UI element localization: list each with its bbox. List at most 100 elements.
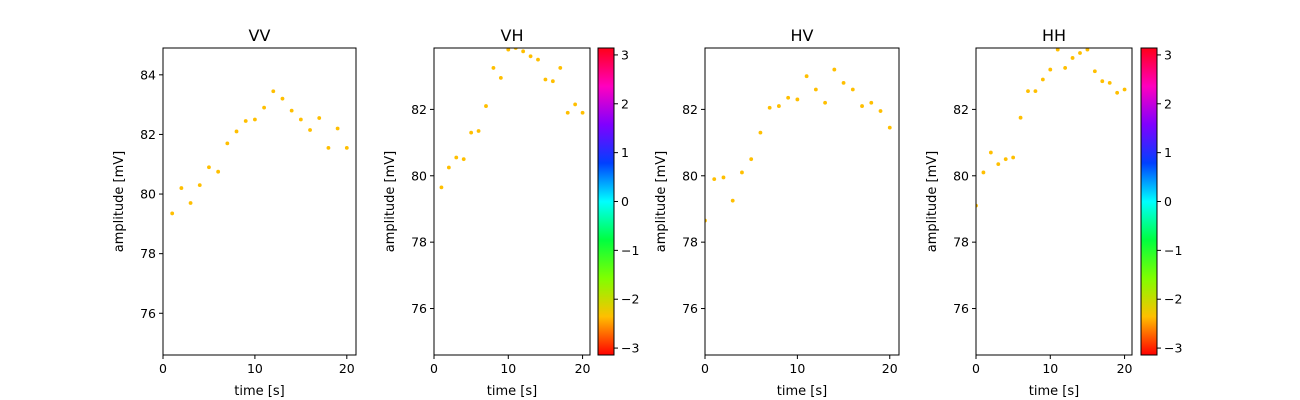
data-point xyxy=(981,170,986,175)
data-point xyxy=(521,49,526,54)
x-tick-label: 10 xyxy=(1042,361,1058,376)
colorbar-tick-label: 0 xyxy=(1164,194,1172,209)
data-point xyxy=(758,130,763,135)
data-point xyxy=(446,165,451,170)
data-point xyxy=(243,119,248,123)
data-point xyxy=(1107,80,1112,85)
x-tick-label: 10 xyxy=(500,361,516,376)
colorbar-tick-label: 1 xyxy=(621,145,629,160)
data-point xyxy=(1040,77,1045,82)
x-tick-label: 20 xyxy=(882,361,898,376)
y-axis-label: amplitude [mV] xyxy=(925,151,940,253)
data-point xyxy=(550,79,555,84)
data-point xyxy=(298,117,303,122)
data-point xyxy=(170,211,175,216)
data-point xyxy=(1011,155,1016,160)
x-tick-label: 20 xyxy=(339,361,355,376)
y-tick-label: 78 xyxy=(411,235,427,250)
data-point xyxy=(528,54,533,59)
data-point xyxy=(454,155,459,160)
data-point xyxy=(878,109,883,113)
colorbar-tick-label: −3 xyxy=(621,341,639,356)
data-point xyxy=(225,141,230,146)
y-tick-label: 76 xyxy=(953,301,969,316)
data-point xyxy=(841,80,846,85)
colorbar xyxy=(1140,47,1158,356)
chart-title: VV xyxy=(249,26,271,45)
colorbar-tick-label: −3 xyxy=(1164,341,1182,356)
data-point xyxy=(344,145,349,150)
data-point xyxy=(1115,90,1120,95)
colorbar xyxy=(597,47,615,356)
data-point xyxy=(1003,157,1008,162)
x-tick-label: 10 xyxy=(247,361,263,376)
data-point xyxy=(280,96,285,101)
data-point xyxy=(498,75,503,80)
data-point xyxy=(491,66,496,70)
y-tick-label: 76 xyxy=(140,306,156,321)
data-point xyxy=(740,170,744,175)
data-point xyxy=(573,102,578,107)
y-tick-label: 78 xyxy=(953,235,969,250)
x-axis-label: time [s] xyxy=(487,384,537,399)
y-tick-label: 80 xyxy=(682,168,698,183)
data-point xyxy=(795,97,800,102)
data-point xyxy=(1070,56,1075,60)
x-axis-label: time [s] xyxy=(234,384,284,399)
y-tick-label: 82 xyxy=(953,102,969,117)
data-point xyxy=(484,104,488,108)
data-point xyxy=(832,67,837,72)
data-point xyxy=(996,162,1001,167)
x-tick-label: 0 xyxy=(701,361,709,376)
data-point xyxy=(536,57,540,62)
x-tick-label: 0 xyxy=(159,361,167,376)
colorbar-tick-label: 1 xyxy=(1164,145,1172,160)
y-axis-label: amplitude [mV] xyxy=(112,151,127,253)
data-point xyxy=(786,95,791,100)
data-point xyxy=(580,110,585,115)
data-point xyxy=(988,150,993,155)
data-point xyxy=(1026,89,1030,94)
data-point xyxy=(179,186,184,190)
data-point xyxy=(1092,69,1097,74)
colorbar-tick-label: 0 xyxy=(621,194,629,209)
data-point xyxy=(850,87,855,92)
data-point xyxy=(558,66,563,70)
data-point xyxy=(887,125,892,130)
data-point xyxy=(730,198,735,203)
y-tick-label: 82 xyxy=(140,127,156,142)
data-point xyxy=(234,129,239,134)
data-point xyxy=(326,145,331,150)
data-point xyxy=(1033,89,1038,94)
chart-title: HV xyxy=(791,26,814,45)
data-point xyxy=(271,89,276,94)
data-point xyxy=(262,105,266,110)
data-point xyxy=(439,185,444,190)
data-point xyxy=(308,128,312,132)
chart-title: VH xyxy=(501,26,524,45)
data-point xyxy=(813,87,818,92)
y-tick-label: 80 xyxy=(140,187,156,202)
plot-frame xyxy=(704,47,900,356)
x-tick-label: 0 xyxy=(430,361,438,376)
plot-frame xyxy=(162,47,357,356)
data-point xyxy=(860,104,864,108)
data-point xyxy=(476,129,481,133)
data-point xyxy=(506,48,511,52)
data-point xyxy=(543,77,548,82)
data-point xyxy=(1078,51,1082,55)
data-point xyxy=(207,165,211,170)
data-point xyxy=(216,169,221,174)
plot-frame xyxy=(975,47,1133,356)
y-tick-label: 82 xyxy=(682,102,698,117)
y-tick-label: 84 xyxy=(140,67,156,82)
data-point xyxy=(469,130,474,135)
data-point xyxy=(1122,87,1127,92)
y-tick-label: 78 xyxy=(140,246,156,261)
data-point xyxy=(289,108,294,113)
y-tick-label: 80 xyxy=(953,168,969,183)
colorbar-tick-label: −1 xyxy=(621,243,639,258)
data-point xyxy=(1018,115,1023,120)
data-point xyxy=(712,177,717,181)
